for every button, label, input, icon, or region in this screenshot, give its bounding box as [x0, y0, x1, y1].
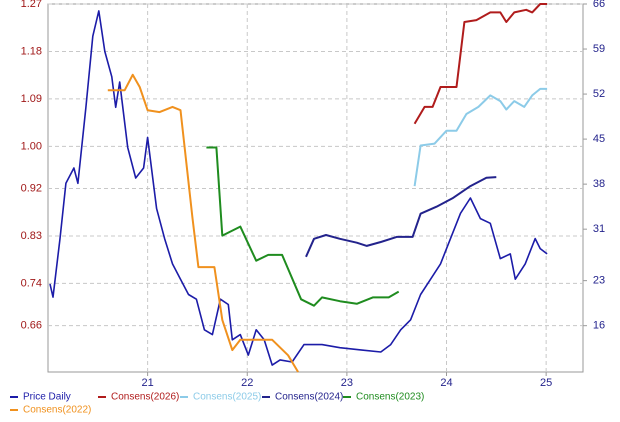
legend-label: Price Daily	[23, 392, 71, 403]
y-tick-label: 1.18	[21, 45, 42, 57]
y-tick-label: 1.27	[21, 0, 42, 10]
y2-tick-label: 66	[593, 0, 605, 10]
legend-label: Consens(2024)	[275, 392, 343, 403]
legend-label: Consens(2023)	[356, 392, 424, 403]
y2-tick-label: 38	[593, 178, 605, 190]
legend-label: Consens(2022)	[23, 405, 91, 416]
y2-tick-label: 31	[593, 223, 605, 235]
y2-tick-label: 23	[593, 275, 605, 287]
y2-tick-label: 59	[593, 43, 605, 55]
y-tick-label: 1.00	[21, 140, 42, 152]
x-tick-label: 24	[440, 377, 452, 389]
y-tick-label: 1.09	[21, 93, 42, 105]
plot-frame	[47, 3, 584, 373]
y2-tick-label: 52	[593, 88, 605, 100]
y-tick-label: 0.66	[21, 320, 42, 332]
series-line	[413, 3, 548, 125]
series-line	[107, 73, 299, 373]
y-tick-label: 0.83	[21, 230, 42, 242]
series-line	[413, 87, 548, 187]
y2-tick-label: 16	[593, 320, 605, 332]
series-line	[49, 10, 548, 366]
series-line	[305, 176, 497, 258]
legend-label: Consens(2026)	[111, 392, 179, 403]
y-tick-label: 0.74	[21, 277, 42, 289]
y2-tick-label: 45	[593, 133, 605, 145]
x-tick-label: 22	[241, 377, 253, 389]
x-tick-label: 21	[142, 377, 154, 389]
series-line	[206, 146, 400, 307]
x-tick-label: 23	[341, 377, 353, 389]
legend-label: Consens(2025)	[193, 392, 261, 403]
y-tick-label: 0.92	[21, 182, 42, 194]
x-tick-label: 25	[540, 377, 552, 389]
